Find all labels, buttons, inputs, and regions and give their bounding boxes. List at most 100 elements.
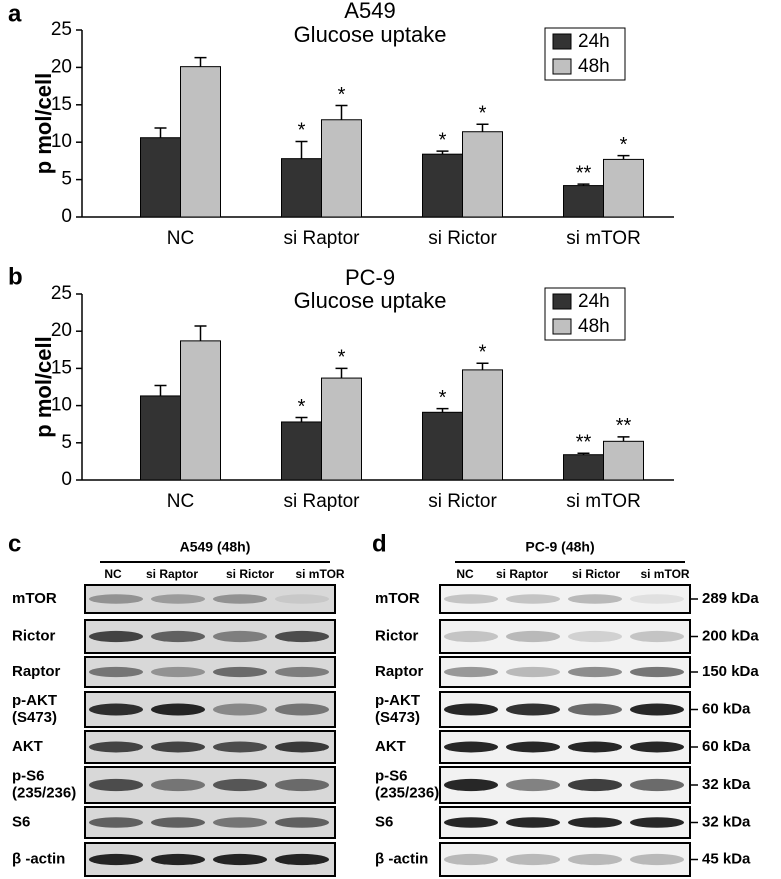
panel-letter: c [8, 530, 21, 557]
y-axis-label: p mol/cell [31, 73, 56, 174]
error-bar [335, 367, 348, 379]
y-tick-label: 15 [51, 94, 72, 115]
row-label: S6 [12, 813, 30, 830]
blot-band [151, 630, 205, 643]
row-label: β -actin [12, 850, 65, 867]
blot-band [213, 703, 267, 716]
blot-band [151, 666, 205, 678]
bar [563, 185, 604, 218]
significance-label: ** [616, 415, 632, 437]
blot-band [506, 630, 560, 643]
blot-title: PC-9 (48h) [525, 539, 594, 555]
blot-strip [84, 584, 336, 614]
blot-band [89, 741, 143, 753]
blot-band [506, 666, 560, 678]
blot-band [151, 703, 205, 716]
bar [281, 158, 322, 218]
lane-label: si Rictor [226, 567, 274, 581]
y-tick-label: 5 [61, 169, 72, 190]
blot-strip [439, 584, 691, 614]
significance-label: ** [576, 431, 592, 453]
row-label: mTOR [375, 590, 420, 607]
row-label: AKT [375, 738, 406, 755]
blot-band [568, 630, 622, 643]
blot-band [213, 817, 267, 828]
blot-band [89, 666, 143, 678]
blot-band [506, 741, 560, 753]
row-label: Rictor [12, 627, 56, 644]
error-bar [617, 154, 630, 160]
blot-band [568, 817, 622, 828]
row-label: p-S6 [12, 767, 45, 784]
lane-label: si Rictor [572, 567, 620, 581]
x-tick-label: si Rictor [428, 491, 497, 512]
blot-band [89, 853, 143, 866]
blot-strip [439, 842, 691, 877]
panel-letter: b [8, 263, 23, 290]
y-tick-label: 10 [51, 131, 72, 152]
significance-label: * [338, 347, 346, 369]
y-tick-label: 5 [61, 432, 72, 453]
bar [603, 158, 644, 218]
row-label: S6 [375, 813, 393, 830]
x-tick-label: NC [167, 228, 194, 249]
bar [603, 440, 644, 481]
y-tick-label: 10 [51, 395, 72, 416]
x-tick-label: si mTOR [566, 228, 641, 249]
bar [563, 454, 604, 481]
y-tick-label: 0 [61, 469, 72, 490]
blot-band [630, 853, 684, 866]
significance-label: * [298, 120, 306, 142]
blot-band [213, 778, 267, 792]
blot-band [151, 817, 205, 828]
y-tick-label: 20 [51, 56, 72, 77]
size-label: 200 kDa [702, 627, 759, 644]
significance-label: * [439, 129, 447, 151]
significance-label: * [338, 84, 346, 106]
blot-band [89, 778, 143, 792]
legend-label: 48h [578, 316, 610, 337]
blot-band [568, 703, 622, 716]
blot-band [630, 630, 684, 643]
x-tick-label: si Rictor [428, 228, 497, 249]
blot-band [275, 630, 329, 643]
error-bar [154, 127, 167, 138]
row-label: (S473) [12, 709, 57, 726]
error-bar [476, 123, 489, 132]
legend-swatch [552, 33, 572, 50]
error-bar [335, 104, 348, 120]
blot-band [506, 594, 560, 604]
blot-band [444, 741, 498, 753]
blot-band [275, 594, 329, 604]
error-bar [194, 325, 207, 341]
significance-label: * [439, 387, 447, 409]
blot-strip [439, 619, 691, 654]
chart-subtitle: Glucose uptake [294, 22, 447, 47]
blot-band [213, 630, 267, 643]
blot-band [568, 853, 622, 866]
significance-label: ** [576, 162, 592, 184]
chart-title: PC-9 [345, 265, 395, 290]
bar [180, 66, 221, 218]
error-bar [436, 150, 449, 155]
significance-label: * [298, 396, 306, 418]
size-label: 45 kDa [702, 850, 751, 867]
x-tick-label: NC [167, 491, 194, 512]
chart-title: A549 [344, 0, 395, 23]
lane-label: NC [456, 567, 474, 581]
bar [462, 369, 503, 481]
x-tick-label: si Raptor [283, 228, 360, 249]
blot-band [275, 778, 329, 792]
significance-label: * [479, 341, 487, 363]
blot-band [151, 778, 205, 792]
y-tick-label: 25 [51, 19, 72, 40]
x-tick-label: si mTOR [566, 491, 641, 512]
blot-band [630, 817, 684, 828]
bar [140, 137, 181, 218]
blot-band [275, 853, 329, 866]
blot-band [506, 778, 560, 792]
legend-swatch [552, 293, 572, 310]
lane-label: si mTOR [640, 567, 689, 581]
blot-band [213, 741, 267, 753]
